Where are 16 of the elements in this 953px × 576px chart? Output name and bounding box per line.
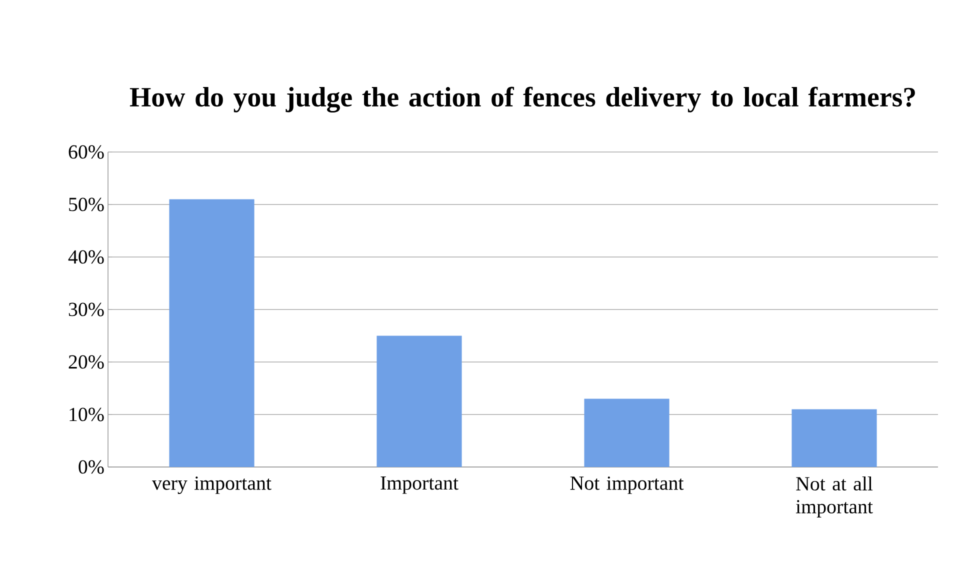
y-tick-label: 10%	[70, 408, 104, 422]
y-tick-label: 60%	[68, 145, 104, 159]
bar	[169, 199, 254, 467]
y-tick-label: 20%	[68, 355, 104, 369]
y-tick-label: 40%	[68, 250, 104, 264]
x-tick-label: Not at all important	[796, 476, 873, 518]
bar	[584, 398, 670, 467]
x-tick-label: very important	[152, 476, 272, 494]
x-tick-label: Not important	[570, 476, 684, 494]
y-tick-label: 0%	[78, 460, 104, 474]
y-tick-label: 30%	[68, 302, 104, 316]
bar	[376, 336, 462, 467]
bar	[792, 409, 877, 467]
y-tick-label: 50%	[69, 198, 104, 212]
chart-title: How do you judge the action of fences delivery to local farmers?	[130, 86, 915, 112]
x-tick-label: Important	[380, 476, 458, 494]
